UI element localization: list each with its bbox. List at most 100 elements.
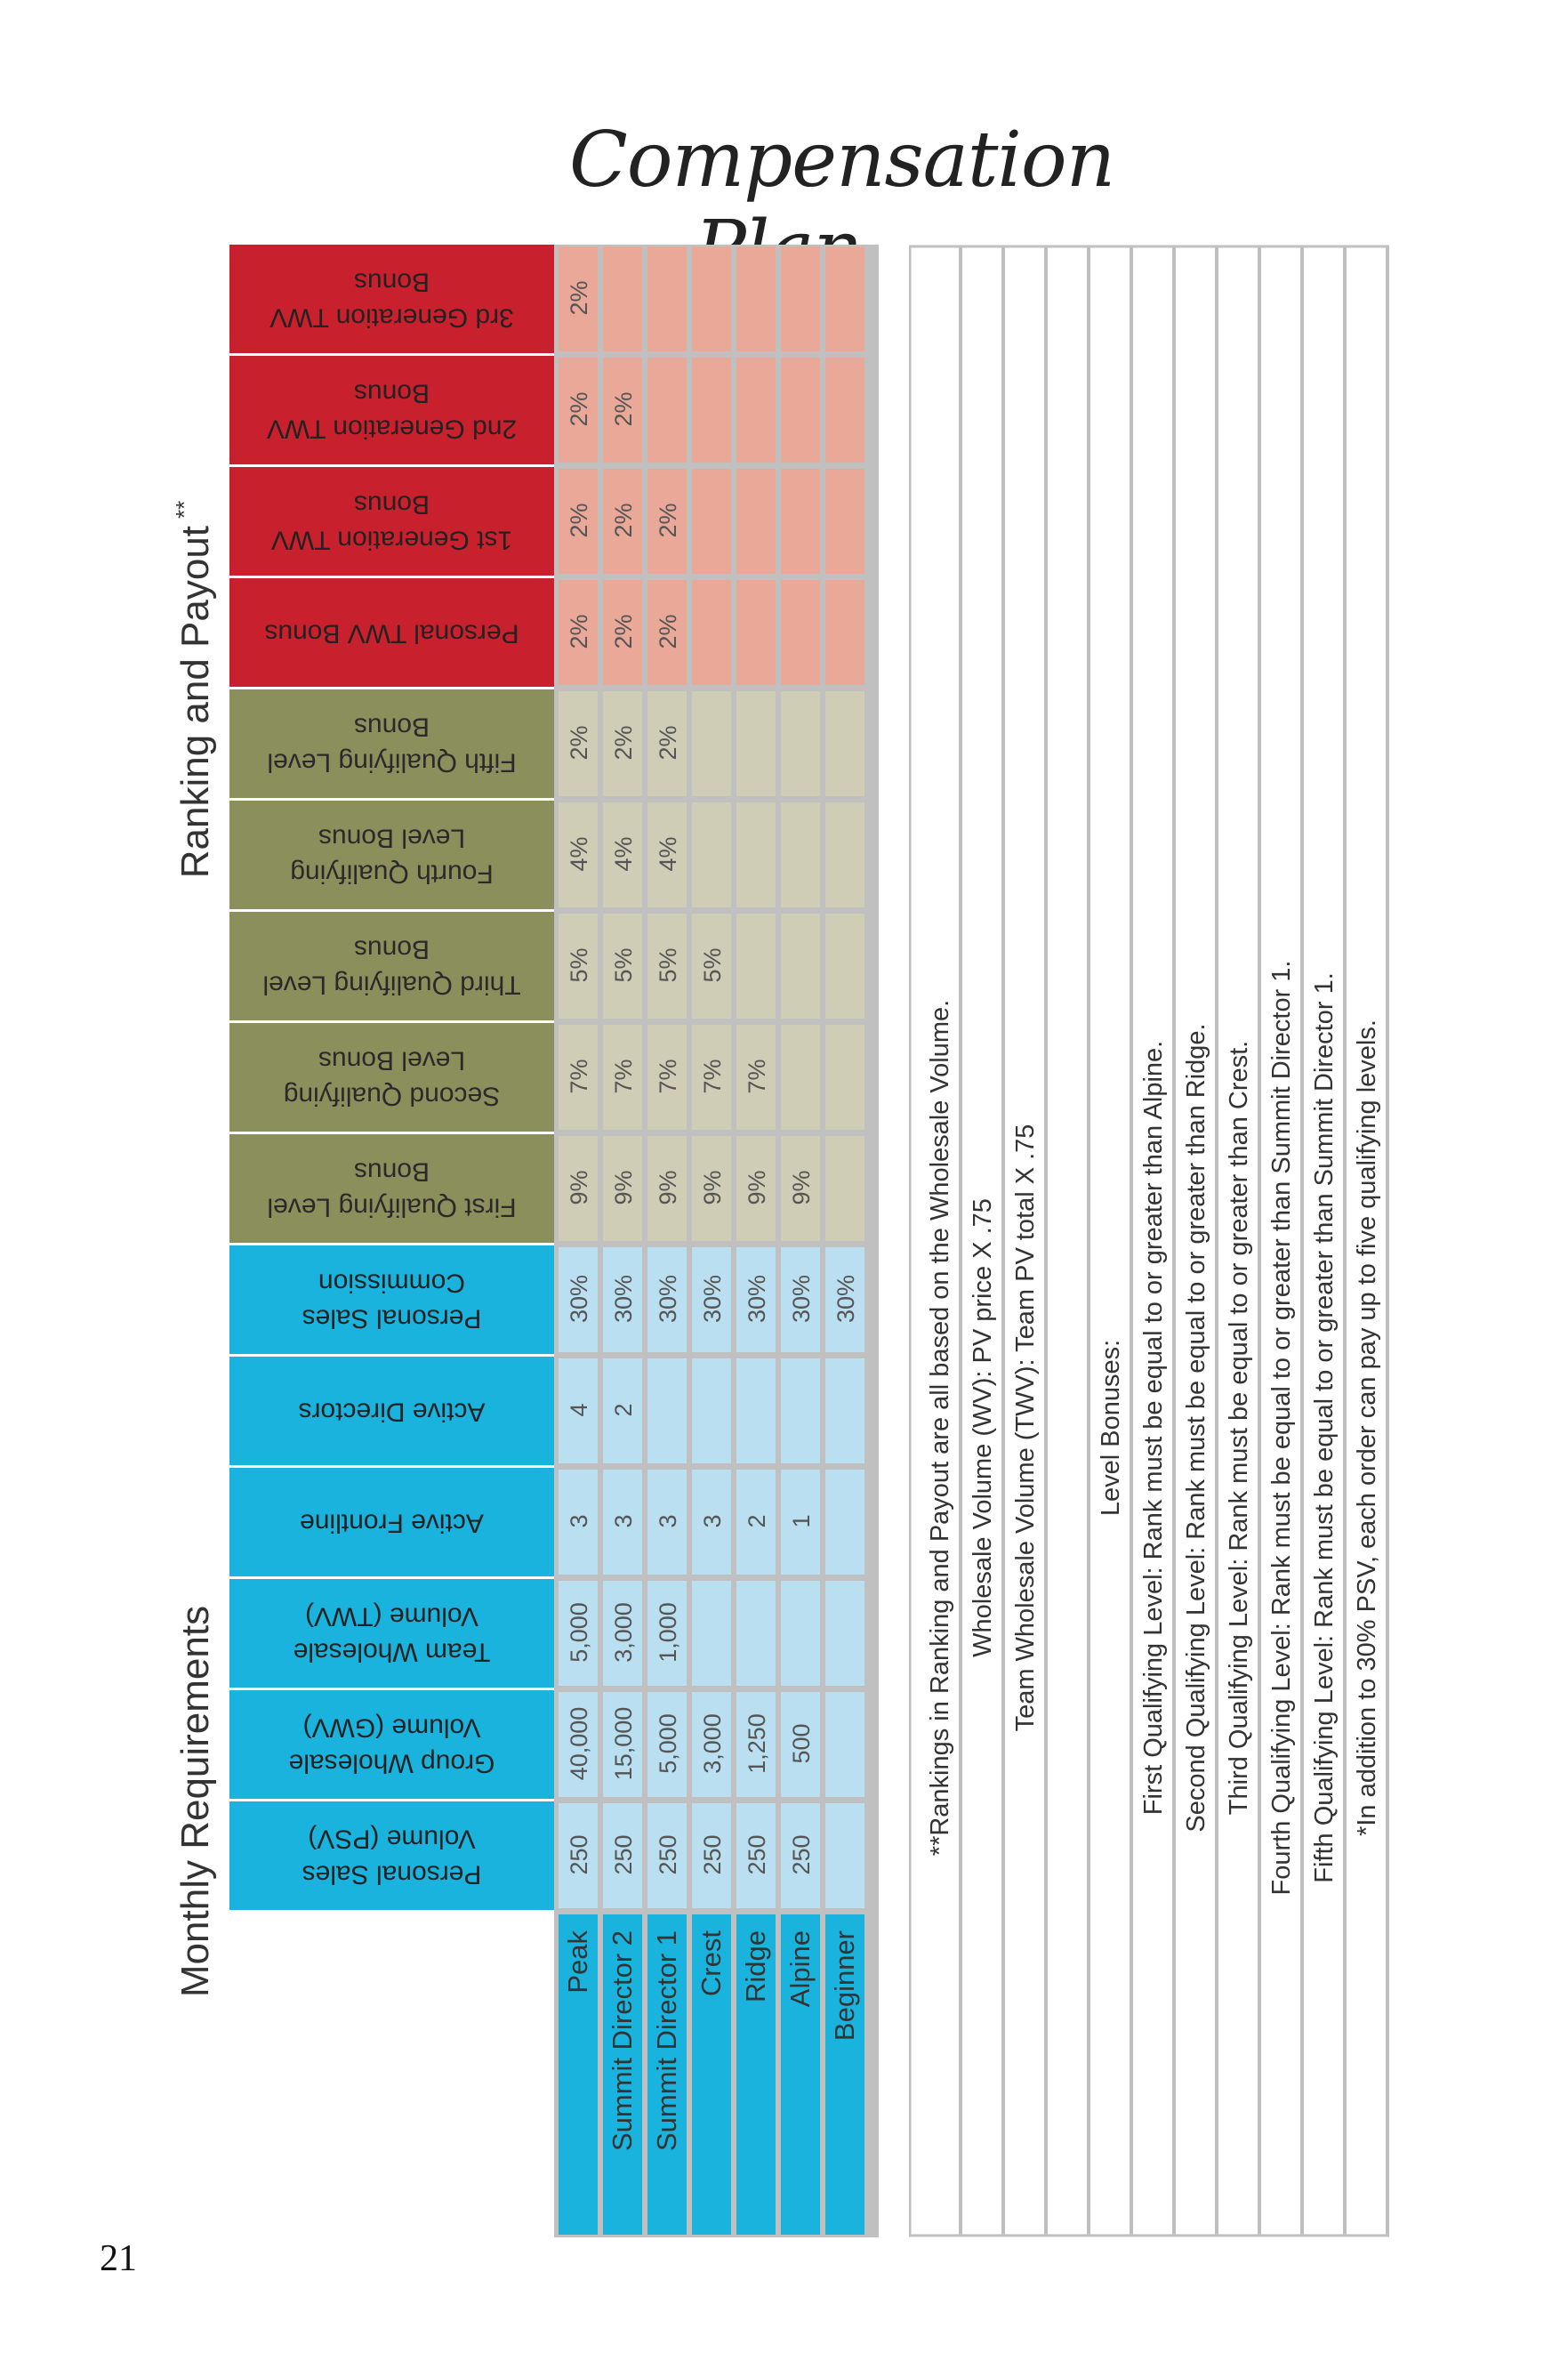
table-cell bbox=[736, 246, 776, 351]
cell-value: 5,000 bbox=[566, 1602, 592, 1663]
table-cell bbox=[736, 1692, 776, 1797]
table-cell bbox=[647, 802, 687, 907]
cell-value: 7% bbox=[610, 1059, 637, 1093]
column-header-psv bbox=[229, 1801, 554, 1910]
column-header-psc bbox=[229, 1245, 554, 1354]
table-cell bbox=[603, 914, 642, 1019]
table-cell bbox=[825, 469, 864, 574]
rank-header-4 bbox=[736, 1914, 776, 2235]
table-cell bbox=[692, 469, 731, 574]
table-cell bbox=[559, 246, 598, 351]
table-cell bbox=[559, 914, 598, 1019]
column-header-label-g1: 1st Generation TWV Bonus bbox=[271, 490, 512, 555]
table-cell bbox=[825, 1803, 864, 1908]
cell-value: 2% bbox=[655, 725, 681, 760]
column-header-label-l1: First Qualifying Level Bonus bbox=[267, 1157, 516, 1222]
cell-value: 4% bbox=[655, 836, 681, 871]
cell-value: 7% bbox=[699, 1059, 726, 1093]
cell-value: 9% bbox=[566, 1170, 592, 1205]
rank-header-5 bbox=[781, 1914, 820, 2235]
header-line: Commission bbox=[318, 1269, 465, 1298]
rank-label: Peak bbox=[562, 1930, 593, 1994]
column-header-label-front: Active Frontline bbox=[300, 1509, 484, 1538]
header-line: Fourth Qualifying bbox=[290, 859, 493, 889]
cell-value: 5% bbox=[610, 947, 637, 982]
table-cell bbox=[559, 1803, 598, 1908]
cell-value: 1,000 bbox=[655, 1602, 681, 1663]
cell-value: 3,000 bbox=[699, 1713, 726, 1774]
cell-value: 30% bbox=[699, 1275, 726, 1323]
table-cell bbox=[647, 1358, 687, 1463]
table-cell bbox=[647, 1470, 687, 1575]
header-line: 3rd Generation TWV bbox=[269, 303, 514, 333]
cell-value: 2% bbox=[566, 280, 592, 315]
cell-value: 2% bbox=[655, 503, 681, 537]
table-cell bbox=[781, 1358, 820, 1463]
header-line: Bonus bbox=[354, 268, 430, 297]
header-line: Active Frontline bbox=[300, 1509, 484, 1538]
table-cell bbox=[692, 691, 731, 796]
table-cell bbox=[603, 358, 642, 463]
table-cell bbox=[647, 1247, 687, 1352]
cell-value: 9% bbox=[699, 1170, 726, 1205]
compensation-table: Personal SalesVolume (PSV) 250 250 250 250 25… bbox=[229, 245, 879, 2237]
note-line: *In addition to 30% PSV, each order can … bbox=[1353, 1019, 1381, 1836]
cell-value: 2% bbox=[566, 391, 592, 426]
table-cell bbox=[781, 914, 820, 1019]
column-header-label-g2: 2nd Generation TWV Bonus bbox=[267, 379, 517, 444]
cell-value: 250 bbox=[655, 1834, 681, 1874]
cell-value: 3 bbox=[655, 1514, 681, 1527]
table-cell bbox=[559, 1247, 598, 1352]
table-cell bbox=[825, 1136, 864, 1241]
cell-value: 2% bbox=[566, 614, 592, 649]
rank-label: Summit Director 2 bbox=[607, 1930, 638, 2151]
header-line: 1st Generation TWV bbox=[271, 526, 512, 555]
rank-header-3 bbox=[692, 1914, 731, 2235]
table-cell bbox=[825, 1692, 864, 1797]
notes-box: **Rankings in Ranking and Payout are all… bbox=[909, 245, 1389, 2237]
cell-value: 9% bbox=[610, 1170, 637, 1205]
table-cell bbox=[781, 802, 820, 907]
rank-label: Ridge bbox=[740, 1930, 771, 2002]
table-cell bbox=[825, 1470, 864, 1575]
header-line: Personal Sales bbox=[302, 1860, 482, 1890]
table-cell bbox=[559, 580, 598, 685]
table-cell bbox=[559, 1358, 598, 1463]
table-cell bbox=[736, 1470, 776, 1575]
column-header-label-dirs: Active Directors bbox=[298, 1398, 485, 1427]
header-line: First Qualifying Level bbox=[267, 1193, 516, 1222]
cell-value: 250 bbox=[610, 1834, 637, 1874]
table-cell bbox=[692, 246, 731, 351]
column-header-label-l3: Third Qualifying Level Bonus bbox=[262, 935, 520, 1000]
rank-header-1 bbox=[603, 1914, 642, 2235]
cell-value: 2% bbox=[655, 614, 681, 649]
column-header-g2 bbox=[229, 356, 554, 464]
header-line: Bonus bbox=[354, 379, 430, 408]
rank-header-2 bbox=[647, 1914, 687, 2235]
table-cell bbox=[647, 1803, 687, 1908]
header-line: Volume (TWV) bbox=[305, 1602, 478, 1632]
table-cell bbox=[736, 914, 776, 1019]
notes-border bbox=[909, 245, 1389, 2237]
table-cell bbox=[825, 1247, 864, 1352]
table-cell bbox=[825, 358, 864, 463]
cell-value: 3 bbox=[610, 1514, 637, 1527]
rank-label: Alpine bbox=[784, 1930, 816, 2007]
note-line: First Qualifying Level: Rank must be equ… bbox=[1139, 1041, 1168, 1815]
table-cell bbox=[559, 1581, 598, 1686]
cell-value: 1,250 bbox=[744, 1713, 770, 1774]
table-cell bbox=[647, 1692, 687, 1797]
table-cell bbox=[647, 246, 687, 351]
table-cell bbox=[603, 1470, 642, 1575]
header-line: Bonus bbox=[354, 1157, 430, 1187]
header-line: Level Bonus bbox=[318, 1046, 465, 1076]
column-header-ptwv bbox=[229, 578, 554, 687]
table-cell bbox=[603, 1581, 642, 1686]
column-header-l4 bbox=[229, 801, 554, 909]
table-cell bbox=[603, 1025, 642, 1130]
header-line: Bonus bbox=[354, 490, 430, 520]
table-cell bbox=[736, 802, 776, 907]
cell-value: 2% bbox=[610, 391, 637, 426]
column-header-g3 bbox=[229, 245, 554, 353]
column-header-front bbox=[229, 1468, 554, 1576]
